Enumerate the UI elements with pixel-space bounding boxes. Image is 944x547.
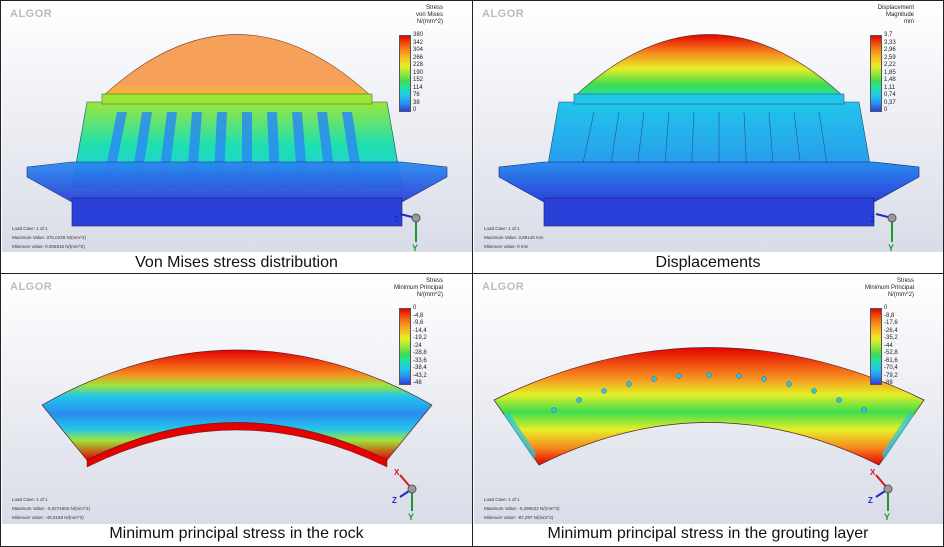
axis-triad: Y Z <box>870 213 897 252</box>
legend-tick: 266 <box>413 54 424 61</box>
legend-tick: 0 <box>413 305 417 311</box>
legend-tick: -9,6 <box>413 320 424 326</box>
legend-color-bar <box>399 35 411 112</box>
result-info: Load Case: 1 of 1 Maximum Value: 3,68145 … <box>484 226 544 249</box>
axis-label-z: Z <box>394 215 399 224</box>
legend-tick: -48 <box>413 380 422 386</box>
legend-tick: 2,22 <box>884 62 896 68</box>
axis-label-y: Y <box>412 243 418 252</box>
legend-tick: 1,85 <box>884 69 896 76</box>
legend-tick: 0,37 <box>884 99 896 106</box>
legend-title: Displacement Magnitude mm <box>877 5 914 25</box>
algor-logo: ALGOR <box>482 8 525 20</box>
result-info: Load Case: 1 of 1 Maximum Value: -0,02746… <box>12 497 91 520</box>
legend-tick: 2,96 <box>884 47 896 53</box>
panel-min-principal-rock: ALGOR Stress Minimum Principal N/(mm^2) 0 … <box>0 273 473 547</box>
axis-label-x: X <box>870 468 876 477</box>
fea-model-render <box>498 34 920 227</box>
fea-viewport: ALGOR Stress Minimum Principal N/(mm^2) 0 … <box>2 275 472 524</box>
panel-displacements: ALGOR Displacement Magnitude mm 3,7 3,33 2… <box>472 0 944 274</box>
axis-triad: Y Z <box>394 213 421 252</box>
legend-tick: -61,6 <box>884 357 898 364</box>
axis-label-x: X <box>394 468 400 477</box>
fea-model-render <box>493 347 925 466</box>
legend-tick: -26,4 <box>884 327 898 334</box>
panel-min-principal-grout: ALGOR Stress Minimum Principal N/(mm^2) 0 … <box>472 273 944 547</box>
axis-label-y: Y <box>884 512 890 522</box>
legend-tick: -70,4 <box>884 365 898 371</box>
legend-tick: 1,11 <box>884 84 896 91</box>
legend-tick: 1,48 <box>884 77 896 83</box>
legend-color-bar <box>870 308 882 385</box>
legend-tick: 0 <box>884 305 888 311</box>
panel-von-mises: ALGOR Stress von Mises N/(mm^2) 380 342 30… <box>0 0 473 274</box>
axis-triad: X Z Y <box>392 468 417 522</box>
legend-tick: 342 <box>413 39 424 46</box>
legend-tick: -33,6 <box>413 357 427 364</box>
legend-tick: -44 <box>884 342 893 349</box>
legend-tick: 38 <box>413 99 420 106</box>
panel-caption: Von Mises stress distribution <box>135 254 338 271</box>
result-info: Load Case: 1 of 1 Maximum Value: -0,39602… <box>484 497 560 520</box>
fea-model-render <box>26 34 448 227</box>
legend-title: Stress Minimum Principal N/(mm^2) <box>393 278 443 298</box>
legend-title: Stress Minimum Principal N/(mm^2) <box>864 278 914 298</box>
legend-tick: 76 <box>413 92 420 98</box>
legend-tick: -17,6 <box>884 320 898 326</box>
legend-tick: 228 <box>413 62 424 68</box>
algor-logo: ALGOR <box>10 281 53 293</box>
legend-tick: 3,7 <box>884 32 893 38</box>
legend-tick: -88 <box>884 380 893 386</box>
axis-label-z: Z <box>392 496 397 505</box>
legend-tick: -35,2 <box>884 335 898 341</box>
fea-viewport: ALGOR Stress Minimum Principal N/(mm^2) 0 … <box>474 275 943 524</box>
legend-tick: -19,2 <box>413 335 427 341</box>
legend-tick: 152 <box>413 77 424 83</box>
legend-color-bar <box>870 35 882 112</box>
legend-tick: -28,8 <box>413 350 427 356</box>
algor-logo: ALGOR <box>10 8 53 20</box>
fea-model-render <box>41 349 433 468</box>
legend-tick: 114 <box>413 84 423 91</box>
legend-tick: -38,4 <box>413 365 427 371</box>
legend-tick: -43,2 <box>413 372 427 379</box>
legend-tick: -14,4 <box>413 327 427 334</box>
panel-caption: Minimum principal stress in the grouting… <box>547 525 869 542</box>
legend-tick: -24 <box>413 342 422 349</box>
axis-label-z: Z <box>870 215 875 224</box>
axis-label-y: Y <box>408 512 414 522</box>
legend-tick: -8,8 <box>884 312 895 319</box>
legend-tick: -4,8 <box>413 312 424 319</box>
panel-caption: Displacements <box>655 254 761 271</box>
legend-tick: 3,33 <box>884 39 896 46</box>
legend-tick: 0,74 <box>884 92 896 98</box>
axis-triad: X Z Y <box>868 468 893 522</box>
algor-logo: ALGOR <box>482 281 525 293</box>
axis-label-z: Z <box>868 496 873 505</box>
legend-tick: -52,8 <box>884 350 898 356</box>
fea-viewport: ALGOR Stress von Mises N/(mm^2) 380 342 30… <box>2 2 472 252</box>
legend-tick: 0 <box>884 107 888 113</box>
legend-tick: 0 <box>413 107 417 113</box>
axis-label-y: Y <box>888 243 894 252</box>
legend-tick: 380 <box>413 32 424 38</box>
legend-tick: 190 <box>413 69 424 76</box>
legend-tick: -79,2 <box>884 372 898 379</box>
panel-caption: Minimum principal stress in the rock <box>109 525 364 542</box>
result-info: Load Case: 1 of 1 Maximum Value: 376,0228… <box>12 226 87 249</box>
legend-tick: 304 <box>413 47 424 53</box>
legend-color-bar <box>399 308 411 385</box>
legend-tick: 2,59 <box>884 54 896 61</box>
fea-viewport: ALGOR Displacement Magnitude mm 3,7 3,33 2… <box>474 2 943 252</box>
legend-title: Stress von Mises N/(mm^2) <box>415 5 443 25</box>
